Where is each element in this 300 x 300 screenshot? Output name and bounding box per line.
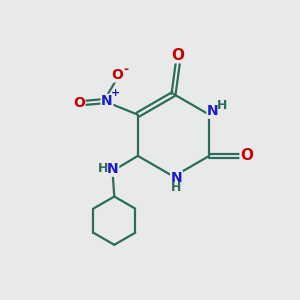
Text: N: N bbox=[107, 162, 118, 176]
Text: H: H bbox=[217, 99, 228, 112]
Text: O: O bbox=[240, 148, 253, 164]
Text: +: + bbox=[111, 88, 120, 98]
Text: -: - bbox=[124, 62, 129, 76]
Text: N: N bbox=[171, 171, 182, 185]
Text: O: O bbox=[111, 68, 123, 82]
Text: H: H bbox=[171, 181, 182, 194]
Text: H: H bbox=[98, 162, 109, 175]
Text: O: O bbox=[172, 48, 184, 63]
Text: O: O bbox=[73, 96, 85, 110]
Text: N: N bbox=[207, 104, 219, 118]
Text: N: N bbox=[101, 94, 113, 108]
